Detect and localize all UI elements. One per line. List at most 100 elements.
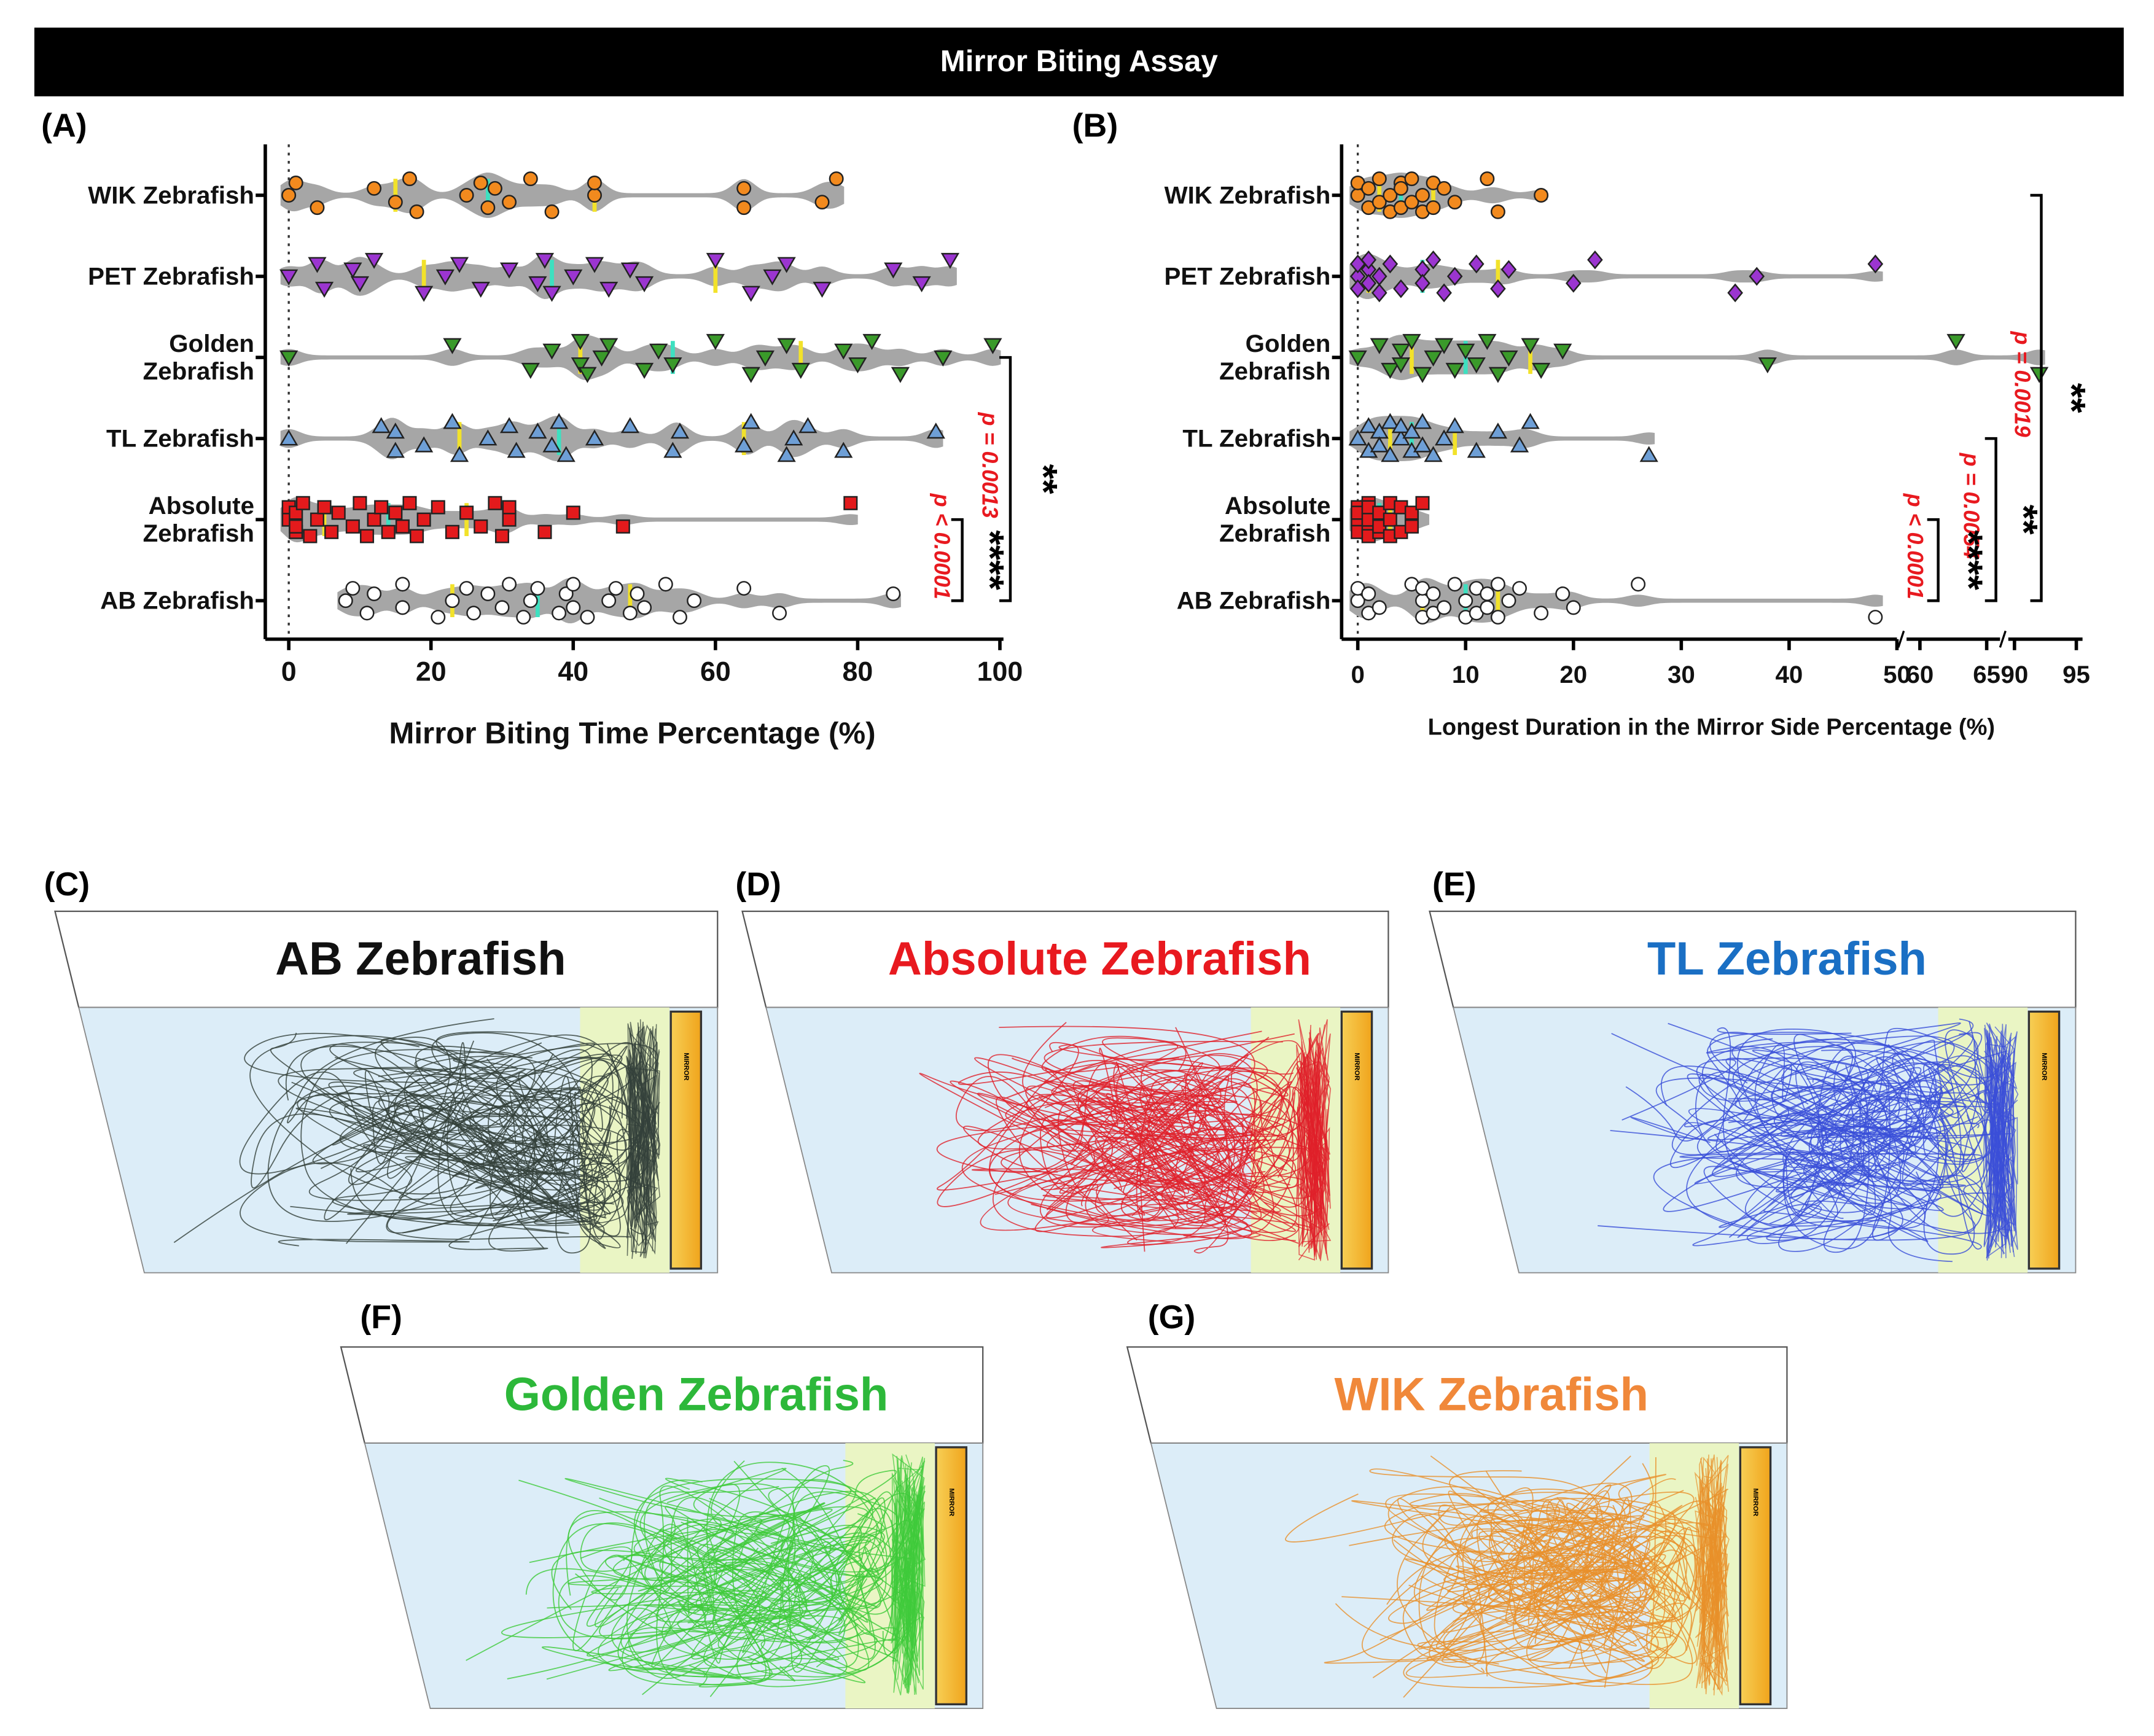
violin	[1349, 254, 1883, 299]
data-point	[537, 524, 552, 539]
data-point	[1490, 279, 1506, 298]
data-point	[353, 496, 367, 510]
trajectory	[251, 1059, 599, 1222]
data-point	[926, 422, 945, 439]
data-point	[402, 496, 417, 510]
trajectory	[1695, 1476, 1730, 1660]
trajectory	[890, 1464, 924, 1684]
trajectory-panel: (D) Absolute Zebrafish MIRROR	[735, 866, 1389, 1274]
trajectory	[1696, 1485, 1728, 1646]
data-point	[279, 429, 299, 446]
data-point	[494, 529, 510, 543]
y-tick-label-box: WIK Zebrafish	[1165, 181, 1331, 209]
data-point	[1534, 188, 1549, 203]
data-point	[388, 195, 403, 210]
data-point	[1426, 200, 1441, 216]
data-point	[670, 422, 690, 439]
data-point	[1490, 204, 1505, 219]
significance-bracket	[2030, 193, 2043, 602]
trajectory	[568, 1479, 870, 1672]
data-point	[1434, 429, 1454, 446]
data-point	[1382, 254, 1399, 274]
data-point	[450, 446, 469, 462]
trajectory	[626, 1519, 913, 1678]
data-point	[478, 429, 498, 446]
trajectories	[1598, 1018, 2019, 1263]
significance-bracket	[1927, 518, 1940, 602]
mirror-label: MIRROR	[948, 1489, 955, 1516]
trajectory	[693, 1479, 925, 1635]
trajectory	[1034, 1061, 1267, 1232]
data-point	[1372, 171, 1387, 187]
data-point	[1456, 343, 1475, 360]
data-point	[1425, 250, 1442, 270]
trajectory	[580, 1490, 892, 1641]
data-point	[1381, 413, 1400, 429]
data-point	[1749, 267, 1765, 286]
trajectory	[1042, 1094, 1294, 1248]
data-point	[310, 200, 325, 216]
trajectory	[1397, 1474, 1700, 1605]
y-tick-label-box: TL Zebrafish	[1182, 425, 1330, 453]
data-point	[634, 362, 654, 379]
data-point	[402, 171, 417, 187]
trajectory	[1308, 1027, 1329, 1260]
trajectory	[587, 1561, 749, 1657]
trajectory	[507, 1502, 825, 1680]
data-point	[1488, 367, 1508, 383]
data-point	[459, 505, 474, 520]
trajectory-panel: (G) WIK Zebrafish MIRROR	[1126, 1299, 1788, 1709]
trajectory	[1007, 1092, 1298, 1227]
y-tick-label-box: AB Zebrafish	[100, 587, 254, 615]
data-point	[1467, 357, 1486, 374]
data-point	[1372, 195, 1387, 210]
trajectory	[665, 1460, 899, 1654]
trajectory	[547, 1469, 897, 1650]
data-point	[443, 413, 462, 429]
data-point	[1447, 577, 1462, 592]
significance-stars: **	[2050, 383, 2093, 413]
violin	[1349, 335, 2045, 380]
data-point	[592, 350, 611, 367]
data-point	[1499, 350, 1518, 367]
data-point	[2030, 367, 2049, 383]
violin	[280, 335, 1001, 380]
data-point	[1867, 254, 1884, 274]
data-point	[521, 362, 540, 379]
data-point	[395, 600, 410, 615]
panel-label: (D)	[735, 866, 781, 903]
trajectory	[402, 1072, 623, 1240]
data-point	[1415, 496, 1430, 510]
mirror	[1340, 1010, 1373, 1270]
data-point	[1360, 250, 1377, 270]
trajectory	[240, 1075, 609, 1247]
data-point	[1393, 279, 1409, 298]
data-point	[580, 610, 595, 625]
data-point	[279, 350, 299, 367]
x-tick-label: 50	[1883, 661, 1911, 688]
data-point	[445, 524, 459, 539]
data-point	[415, 436, 434, 453]
trajectory	[1297, 1056, 1330, 1247]
data-point	[1521, 413, 1540, 429]
data-point	[1348, 429, 1367, 446]
trajectory	[1692, 1070, 1942, 1247]
data-point	[1501, 593, 1516, 609]
y-tick-label: AB Zebrafish	[1176, 586, 1331, 615]
data-point	[585, 429, 604, 446]
trajectory-panel: (C) AB Zebrafish MIRROR	[44, 866, 719, 1274]
x-tick-label: 65	[1973, 661, 2000, 688]
y-tick-label-box: WIK Zebrafish	[88, 181, 254, 209]
data-point	[502, 500, 517, 515]
x-tick-label: 95	[2062, 661, 2090, 688]
data-point	[763, 269, 782, 286]
axis-break	[1897, 630, 1905, 648]
data-point	[620, 417, 640, 434]
data-point	[1437, 181, 1452, 196]
mirror	[935, 1446, 968, 1706]
data-point	[488, 496, 502, 510]
trajectory	[1299, 1098, 1332, 1253]
x-tick-label: 40	[1776, 661, 1803, 688]
trajectory	[618, 1490, 926, 1678]
trajectory	[1703, 1116, 1953, 1263]
